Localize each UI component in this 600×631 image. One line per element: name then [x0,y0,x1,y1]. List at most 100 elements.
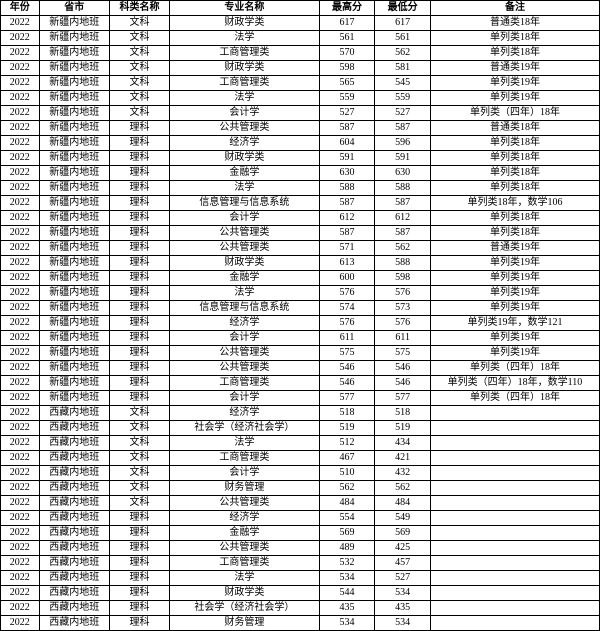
table-row: 2022新疆内地班理科会计学577577单列类（四年）18年 [1,391,600,406]
table-cell: 文科 [110,481,170,496]
table-cell: 2022 [1,436,40,451]
table-cell: 财政学类 [169,256,319,271]
table-row: 2022新疆内地班理科财政学类613588单列类19年 [1,256,600,271]
table-cell: 理科 [110,361,170,376]
table-cell: 574 [319,301,375,316]
table-row: 2022新疆内地班理科经济学604596单列类18年 [1,136,600,151]
table-row: 2022西藏内地班理科经济学554549 [1,511,600,526]
table-cell: 591 [319,151,375,166]
table-cell: 587 [375,121,431,136]
table-cell: 561 [319,31,375,46]
table-row: 2022新疆内地班理科信息管理与信息系统574573单列类19年 [1,301,600,316]
col-header: 最低分 [375,1,431,16]
table-cell: 财务管理 [169,616,319,631]
table-row: 2022西藏内地班理科金融学569569 [1,526,600,541]
table-cell: 西藏内地班 [39,586,110,601]
table-cell: 576 [319,286,375,301]
table-cell: 2022 [1,286,40,301]
table-cell: 2022 [1,61,40,76]
table-cell: 金融学 [169,271,319,286]
table-row: 2022西藏内地班理科社会学（经济社会学）435435 [1,601,600,616]
table-cell: 518 [319,406,375,421]
table-cell: 2022 [1,196,40,211]
table-cell: 2022 [1,376,40,391]
table-cell: 单列类18年 [430,31,599,46]
table-cell: 2022 [1,211,40,226]
col-header: 最高分 [319,1,375,16]
table-cell: 604 [319,136,375,151]
table-cell: 新疆内地班 [39,166,110,181]
table-row: 2022新疆内地班理科法学588588单列类18年 [1,181,600,196]
table-cell: 2022 [1,466,40,481]
table-cell: 西藏内地班 [39,451,110,466]
table-cell: 法学 [169,436,319,451]
table-row: 2022新疆内地班文科财政学类598581普通类19年 [1,61,600,76]
table-cell: 经济学 [169,136,319,151]
table-cell [430,451,599,466]
table-cell: 2022 [1,181,40,196]
table-head: 年份省市科类名称专业名称最高分最低分备注 [1,1,600,16]
table-cell: 文科 [110,466,170,481]
table-row: 2022新疆内地班文科会计学527527单列类（四年）18年 [1,106,600,121]
table-row: 2022新疆内地班理科经济学576576单列类19年，数学121 [1,316,600,331]
table-cell: 单列类18年 [430,211,599,226]
table-cell: 2022 [1,391,40,406]
table-row: 2022新疆内地班理科公共管理类546546单列类（四年）18年 [1,361,600,376]
table-cell [430,481,599,496]
table-cell: 2022 [1,481,40,496]
table-cell: 425 [375,541,431,556]
table-row: 2022新疆内地班理科公共管理类587587单列类18年 [1,226,600,241]
table-cell: 新疆内地班 [39,136,110,151]
table-cell: 理科 [110,346,170,361]
table-cell: 2022 [1,616,40,631]
table-cell: 公共管理类 [169,226,319,241]
col-header: 省市 [39,1,110,16]
table-cell: 新疆内地班 [39,106,110,121]
table-cell: 新疆内地班 [39,241,110,256]
table-cell [430,436,599,451]
table-row: 2022西藏内地班文科工商管理类467421 [1,451,600,466]
table-cell: 新疆内地班 [39,286,110,301]
table-cell: 理科 [110,376,170,391]
table-cell: 西藏内地班 [39,466,110,481]
table-row: 2022西藏内地班文科社会学（经济社会学）519519 [1,421,600,436]
table-cell: 562 [375,46,431,61]
table-cell: 545 [375,76,431,91]
table-cell: 新疆内地班 [39,151,110,166]
table-cell: 2022 [1,571,40,586]
table-cell: 新疆内地班 [39,46,110,61]
table-cell: 经济学 [169,406,319,421]
table-cell: 理科 [110,316,170,331]
table-cell: 421 [375,451,431,466]
table-cell: 西藏内地班 [39,406,110,421]
table-row: 2022新疆内地班文科工商管理类565545单列类19年 [1,76,600,91]
table-cell: 新疆内地班 [39,211,110,226]
table-cell: 432 [375,466,431,481]
table-cell: 理科 [110,181,170,196]
table-cell: 文科 [110,496,170,511]
table-cell: 单列类18年，数学106 [430,196,599,211]
table-row: 2022新疆内地班理科会计学611611单列类19年 [1,331,600,346]
table-cell: 2022 [1,151,40,166]
table-cell: 西藏内地班 [39,496,110,511]
col-header: 年份 [1,1,40,16]
table-cell: 554 [319,511,375,526]
table-row: 2022新疆内地班理科工商管理类546546单列类（四年）18年，数学110 [1,376,600,391]
table-cell: 单列类19年 [430,91,599,106]
table-cell: 565 [319,76,375,91]
table-cell: 普通类18年 [430,16,599,31]
table-cell: 单列类19年 [430,346,599,361]
table-cell: 新疆内地班 [39,61,110,76]
table-row: 2022西藏内地班文科会计学510432 [1,466,600,481]
table-cell: 单列类18年 [430,136,599,151]
table-cell: 新疆内地班 [39,181,110,196]
table-cell: 575 [319,346,375,361]
table-cell: 信息管理与信息系统 [169,196,319,211]
table-cell: 公共管理类 [169,496,319,511]
table-cell: 新疆内地班 [39,331,110,346]
table-cell [430,466,599,481]
table-cell: 西藏内地班 [39,481,110,496]
table-row: 2022新疆内地班文科财政学类617617普通类18年 [1,16,600,31]
table-cell: 612 [319,211,375,226]
table-cell: 435 [375,601,431,616]
